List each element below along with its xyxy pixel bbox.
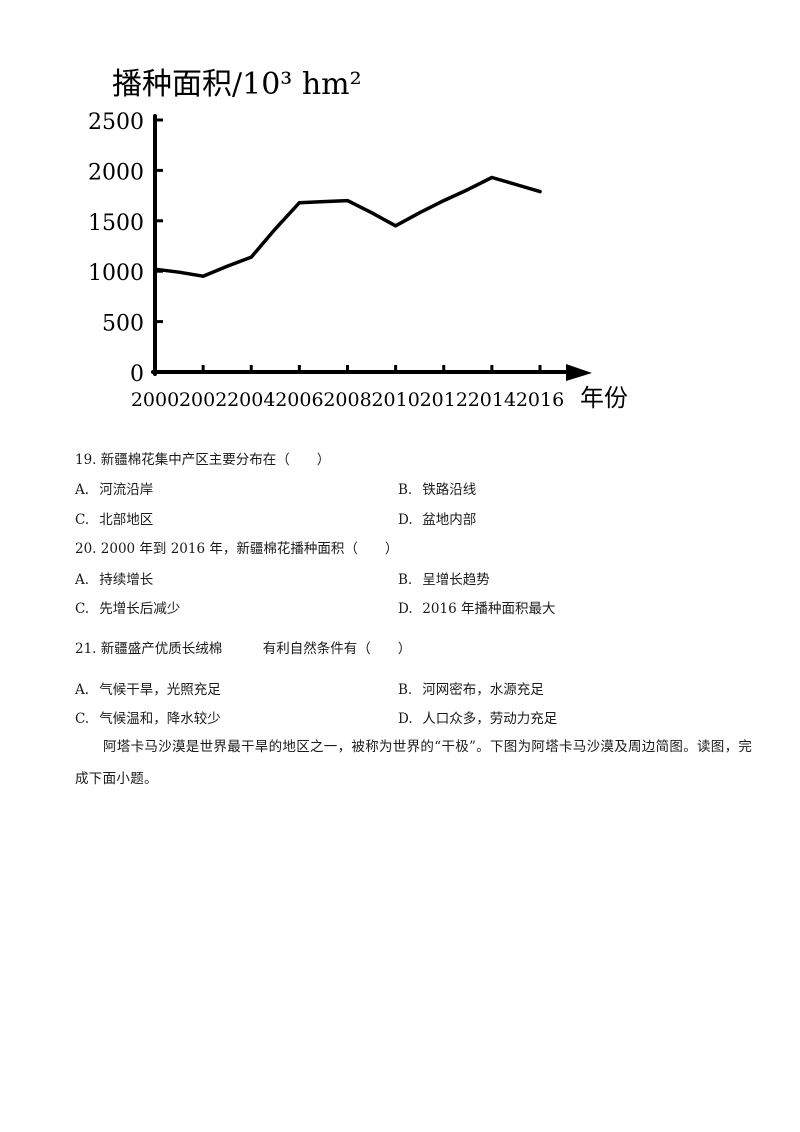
data-point <box>153 267 157 271</box>
option-a[interactable]: A. 河流沿岸 <box>75 478 153 498</box>
option-letter: B. <box>398 682 413 698</box>
data-point <box>273 227 277 231</box>
option-letter: C. <box>75 711 90 727</box>
x-tick-label: 2008 <box>323 389 371 411</box>
option-text: 人口众多，劳动力充足 <box>422 711 558 727</box>
y-tick-label: 1000 <box>88 261 144 286</box>
option-text: 河网密布，水源充足 <box>422 682 544 698</box>
series-line <box>153 175 542 278</box>
option-letter: D. <box>398 711 413 727</box>
chart-title: 播种面积/10³ hm² <box>112 67 362 102</box>
data-point <box>201 274 205 278</box>
data-point <box>297 201 301 205</box>
x-axis-arrow <box>566 364 592 381</box>
y-tick-label: 2500 <box>88 110 144 135</box>
option-d[interactable]: D. 盆地内部 <box>398 508 476 528</box>
y-tick-label: 2000 <box>88 160 144 185</box>
option-b[interactable]: B. 河网密布，水源充足 <box>398 678 544 698</box>
x-tick-label: 2014 <box>468 389 516 411</box>
option-letter: A. <box>75 572 90 588</box>
reading-passage: 阿塔卡马沙漠是世界最干旱的地区之一，被称为世界的“干极”。下图为阿塔卡马沙漠及周… <box>75 739 753 787</box>
x-tick-label: 2000 <box>131 389 179 411</box>
option-text: 2016 年播种面积最大 <box>422 601 556 617</box>
option-letter: B. <box>398 482 413 498</box>
data-point <box>370 211 374 215</box>
option-letter: D. <box>398 512 413 528</box>
option-text: 先增长后减少 <box>99 601 181 617</box>
option-b[interactable]: B. 铁路沿线 <box>398 478 476 498</box>
option-c[interactable]: C. 北部地区 <box>75 508 153 528</box>
x-tick-label: 2010 <box>371 389 419 411</box>
y-tick-label: 500 <box>102 312 144 337</box>
option-text: 气候温和，降水较少 <box>99 711 221 727</box>
option-letter: D. <box>398 601 413 617</box>
data-point <box>177 270 181 274</box>
x-tick-label: 2012 <box>420 389 468 411</box>
option-d[interactable]: D. 2016 年播种面积最大 <box>398 597 555 617</box>
option-c[interactable]: C. 先增长后减少 <box>75 597 180 617</box>
x-tick-label: 2004 <box>227 389 275 411</box>
y-tick-label: 1500 <box>88 211 144 236</box>
option-a[interactable]: A. 持续增长 <box>75 568 153 588</box>
data-point <box>418 211 422 215</box>
option-text: 铁路沿线 <box>422 482 477 498</box>
option-text: 持续增长 <box>99 572 154 588</box>
data-point <box>466 188 470 192</box>
option-text: 河流沿岸 <box>99 482 154 498</box>
question-stem: 21. 新疆盛产优质长绒棉 有利自然条件有（ ） <box>75 641 412 657</box>
option-text: 北部地区 <box>99 512 154 528</box>
data-point <box>225 264 229 268</box>
option-c[interactable]: C. 气候温和，降水较少 <box>75 707 221 727</box>
question-stem: 19. 新疆棉花集中产区主要分布在（ ） <box>75 452 331 468</box>
x-tick-label: 2002 <box>179 389 227 411</box>
option-letter: C. <box>75 512 90 528</box>
option-letter: A. <box>75 482 90 498</box>
question-stem: 20. 2000 年到 2016 年，新疆棉花播种面积（ ） <box>75 541 399 557</box>
option-letter: B. <box>398 572 413 588</box>
data-point <box>249 255 253 259</box>
x-axis-label: 年份 <box>580 384 628 412</box>
x-tick-label: 2006 <box>275 389 323 411</box>
data-point <box>394 224 398 228</box>
option-letter: A. <box>75 682 90 698</box>
data-point <box>514 182 518 187</box>
option-letter: C. <box>75 601 90 617</box>
data-point <box>321 200 325 204</box>
option-text: 呈增长趋势 <box>422 572 490 588</box>
option-d[interactable]: D. 人口众多，劳动力充足 <box>398 707 557 727</box>
cotton-area-chart: 0 500 1000 1500 2000 2500 2000 2002 2004 2006 2008… <box>0 0 800 430</box>
option-a[interactable]: A. 气候干旱，光照充足 <box>75 678 221 698</box>
data-point <box>538 190 542 194</box>
x-tick-label: 2016 <box>516 389 564 411</box>
data-point <box>490 175 494 180</box>
data-point <box>345 199 350 203</box>
option-b[interactable]: B. 呈增长趋势 <box>398 568 490 588</box>
option-text: 气候干旱，光照充足 <box>99 682 221 698</box>
y-tick-label: 0 <box>130 362 144 387</box>
option-text: 盆地内部 <box>422 512 477 528</box>
data-point <box>442 199 446 203</box>
